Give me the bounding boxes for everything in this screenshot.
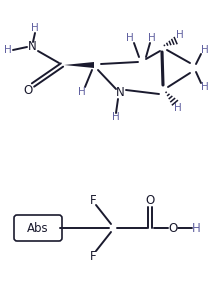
Text: O: O <box>168 221 178 234</box>
Text: O: O <box>23 83 33 97</box>
Polygon shape <box>64 62 94 68</box>
Text: H: H <box>126 33 134 43</box>
Text: H: H <box>4 45 12 55</box>
FancyBboxPatch shape <box>14 215 62 241</box>
Text: H: H <box>174 103 182 113</box>
Text: H: H <box>112 112 120 122</box>
Text: H: H <box>201 45 209 55</box>
Text: N: N <box>116 86 124 99</box>
Text: H: H <box>176 30 184 40</box>
Text: Abs: Abs <box>27 221 49 234</box>
Text: O: O <box>145 194 155 207</box>
Text: H: H <box>201 82 209 92</box>
Text: H: H <box>31 23 39 33</box>
Text: F: F <box>90 194 96 207</box>
Text: H: H <box>78 87 86 97</box>
Text: H: H <box>192 221 200 234</box>
Text: F: F <box>90 249 96 262</box>
Text: H: H <box>148 33 156 43</box>
Text: N: N <box>28 40 36 53</box>
